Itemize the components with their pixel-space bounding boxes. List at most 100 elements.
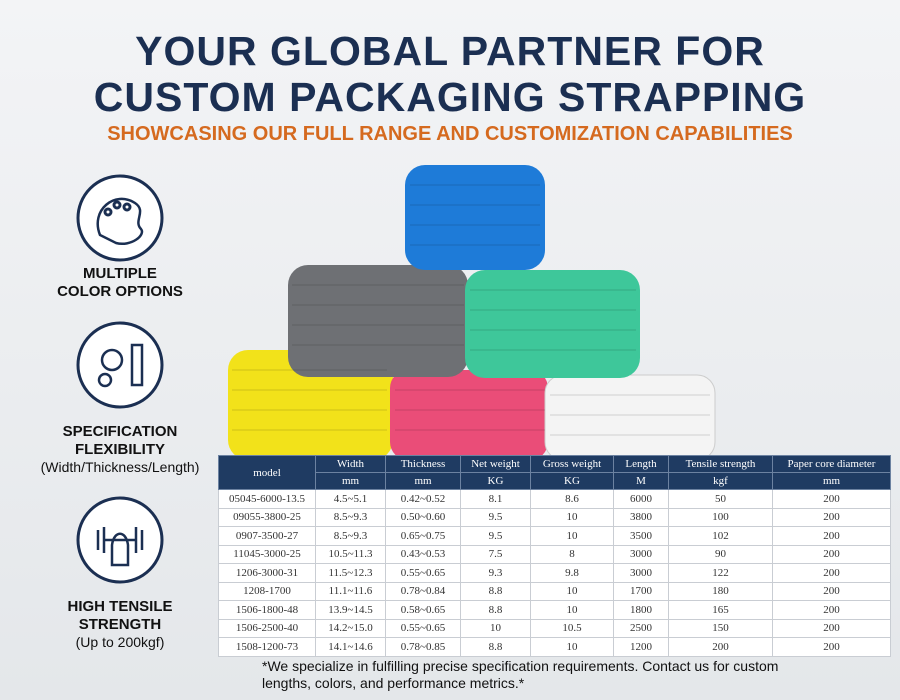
table-cell: 10 [460,618,531,638]
table-cell: 3500 [613,526,669,546]
table-cell: 0907-3500-27 [218,526,316,546]
table-cell: 1506-1800-48 [218,600,316,620]
table-cell: 200 [772,618,891,638]
table-cell: 11.1~11.6 [315,581,386,601]
table-cell: 122 [668,563,773,583]
column-header: Paper core diameter [772,455,891,473]
table-row: 05045-6000-13.5 4.5~5.1 0.42~0.52 8.1 8.6 600… [218,489,891,509]
table-cell: 0.65~0.75 [385,526,461,546]
table-cell: 0.50~0.60 [385,507,461,527]
table-cell: 10 [530,600,614,620]
column-header: Length [613,455,669,473]
table-cell: 14.2~15.0 [315,618,386,638]
table-cell: 200 [772,600,891,620]
table-cell: 1800 [613,600,669,620]
table-cell: 90 [668,544,773,564]
table-cell: 8.8 [460,581,531,601]
table-cell: 9.5 [460,507,531,527]
table-cell: 1506-2500-40 [218,618,316,638]
column-header: Tensile strength [668,455,773,473]
table-cell: 10.5 [530,618,614,638]
table-cell: 200 [772,526,891,546]
feature-label: SPECIFICATION [62,423,178,440]
spec-table: model Width Thickness Net weight Gross weigh… [218,455,891,657]
table-cell: 200 [772,544,891,564]
table-cell: 13.9~14.5 [315,600,386,620]
table-cell: 2500 [613,618,669,638]
feature-label: FLEXIBILITY [75,441,165,458]
footnote: *We specialize in fulfilling precise spe… [262,658,892,692]
table-cell: 9.5 [460,526,531,546]
column-unit: M [613,472,669,490]
table-cell: 10 [530,526,614,546]
table-cell: 8 [530,544,614,564]
table-cell: 50 [668,489,773,509]
table-cell: 11.5~12.3 [315,563,386,583]
table-row: 1506-2500-40 14.2~15.0 0.55~0.65 10 10.5 2500… [218,618,891,638]
table-cell: 10.5~11.3 [315,544,386,564]
feature-note: (Width/Thickness/Length) [40,459,200,475]
table-cell: 8.8 [460,637,531,657]
column-unit: KG [460,472,531,490]
table-cell: 09055-3800-25 [218,507,316,527]
table-cell: 10 [530,637,614,657]
table-cell: 8.5~9.3 [315,507,386,527]
table-cell: 1700 [613,581,669,601]
title-line: CUSTOM PACKAGING STRAPPING [93,74,807,120]
table-cell: 0.55~0.65 [385,563,461,583]
table-cell: 102 [668,526,773,546]
feature-label: HIGH TENSILE [67,598,173,615]
feature-label: COLOR OPTIONS [57,283,183,300]
table-cell: 6000 [613,489,669,509]
table-cell: 05045-6000-13.5 [218,489,316,509]
column-unit: KG [530,472,614,490]
table-cell: 200 [668,637,773,657]
table-cell: 9.3 [460,563,531,583]
table-cell: 100 [668,507,773,527]
column-header: Net weight [460,455,531,473]
table-cell: 3800 [613,507,669,527]
table-row: 0907-3500-27 8.5~9.3 0.65~0.75 9.5 10 3500 102… [218,526,891,546]
table-cell: 1206-3000-31 [218,563,316,583]
feature: MULTIPLE COLOR OPTIONS [20,265,220,301]
feature-label: STRENGTH [78,616,162,633]
table-cell: 0.42~0.52 [385,489,461,509]
column-header: Thickness [385,455,461,473]
table-cell: 3000 [613,563,669,583]
table-cell: 8.8 [460,600,531,620]
table-cell: 8.1 [460,489,531,509]
table-cell: 11045-3000-25 [218,544,316,564]
table-cell: 4.5~5.1 [315,489,386,509]
table-row: 1206-3000-31 11.5~12.3 0.55~0.65 9.3 9.8 3000… [218,563,891,583]
table-cell: 8.6 [530,489,614,509]
footnote-line: lengths, colors, and performance metrics… [262,675,525,691]
table-cell: 150 [668,618,773,638]
column-unit: mm [385,472,461,490]
table-cell: 1508-1200-73 [218,637,316,657]
column-header: Gross weight [530,455,614,473]
table-cell: 200 [772,489,891,509]
column-unit: kgf [668,472,773,490]
table-row: 1208-1700 11.1~11.6 0.78~0.84 8.8 10 1700 180 2… [218,581,891,601]
spools [228,165,716,461]
icons [76,174,164,584]
column-unit: mm [315,472,386,490]
table-cell: 0.43~0.53 [385,544,461,564]
feature-note: (Up to 200kgf) [75,634,165,650]
table-cell: 3000 [613,544,669,564]
feature-label: MULTIPLE [83,265,157,282]
table-cell: 200 [772,563,891,583]
header-row: model Width Thickness Net weight Gross weigh… [218,455,891,490]
table-cell: 0.58~0.65 [385,600,461,620]
table-row: 1508-1200-73 14.1~14.6 0.78~0.85 8.8 10 1200 2… [218,637,891,657]
column-unit: mm [772,472,891,490]
table-cell: 200 [772,637,891,657]
table-row: 11045-3000-25 10.5~11.3 0.43~0.53 7.5 8 3000 9… [218,544,891,564]
table-row: 09055-3800-25 8.5~9.3 0.50~0.60 9.5 10 3800 10… [218,507,891,527]
subtitle: SHOWCASING OUR FULL RANGE AND CUSTOMIZAT… [107,123,793,145]
table-cell: 180 [668,581,773,601]
table-cell: 7.5 [460,544,531,564]
table-cell: 1208-1700 [218,581,316,601]
